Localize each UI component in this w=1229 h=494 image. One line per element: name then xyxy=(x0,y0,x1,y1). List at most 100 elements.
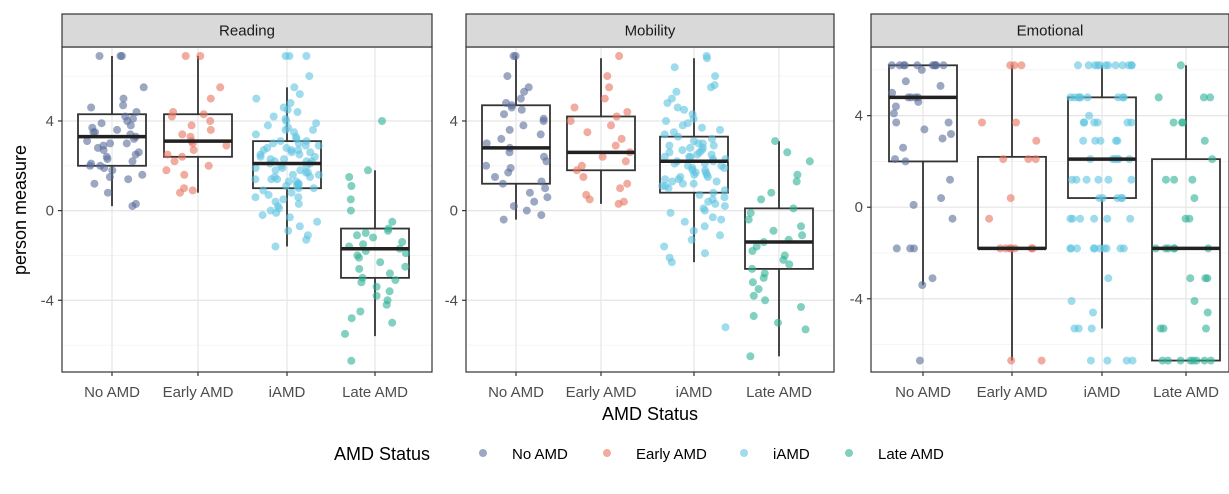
point-mobility-iamd-74 xyxy=(680,217,689,226)
point-mobility-early-amd-7 xyxy=(566,117,575,125)
point-mobility-no-amd-35 xyxy=(499,215,508,224)
point-mobility-no-amd-1 xyxy=(509,52,518,60)
point-reading-early-amd-21 xyxy=(180,170,189,179)
point-reading-no-amd-38 xyxy=(124,175,133,184)
point-mobility-iamd-57 xyxy=(712,177,721,186)
point-emotional-early-amd-8 xyxy=(999,155,1008,164)
point-reading-iamd-55 xyxy=(251,175,260,184)
point-reading-late-amd-23 xyxy=(385,269,394,278)
y-tick-label-emotional: 0 xyxy=(855,199,863,216)
point-reading-iamd-45 xyxy=(278,164,287,172)
point-emotional-iamd-50 xyxy=(1103,214,1112,223)
point-mobility-early-amd-5 xyxy=(623,108,632,116)
point-emotional-iamd-69 xyxy=(1087,324,1096,333)
point-mobility-iamd-76 xyxy=(689,226,698,235)
point-emotional-late-amd-10 xyxy=(1188,175,1197,184)
point-emotional-early-amd-4 xyxy=(1012,118,1020,127)
point-reading-early-amd-24 xyxy=(176,188,184,197)
point-mobility-iamd-52 xyxy=(703,173,712,181)
point-mobility-no-amd-22 xyxy=(482,161,491,170)
point-mobility-late-amd-23 xyxy=(748,278,757,287)
point-reading-iamd-65 xyxy=(259,186,268,195)
point-reading-iamd-71 xyxy=(294,199,303,208)
point-mobility-no-amd-32 xyxy=(509,202,518,211)
point-emotional-late-amd-3 xyxy=(1199,93,1208,102)
point-mobility-iamd-3 xyxy=(711,72,720,81)
point-emotional-iamd-31 xyxy=(1096,136,1105,145)
point-mobility-iamd-64 xyxy=(695,190,704,199)
point-mobility-iamd-56 xyxy=(668,177,677,186)
point-mobility-early-amd-10 xyxy=(617,134,626,143)
point-emotional-iamd-68 xyxy=(1089,308,1097,317)
point-reading-late-amd-35 xyxy=(341,329,349,338)
point-reading-iamd-89 xyxy=(251,193,260,202)
point-reading-iamd-67 xyxy=(264,190,273,199)
x-tick-label-emotional-early-amd: Early AMD xyxy=(977,384,1048,401)
panel-background-reading xyxy=(62,47,432,372)
y-tick-label-reading: 4 xyxy=(46,113,54,130)
point-emotional-early-amd-19 xyxy=(1007,356,1016,365)
point-reading-iamd-14 xyxy=(263,121,272,130)
point-emotional-iamd-49 xyxy=(1113,194,1122,203)
point-mobility-late-amd-30 xyxy=(801,325,810,334)
point-mobility-no-amd-24 xyxy=(504,168,513,177)
point-emotional-late-amd-33 xyxy=(1176,356,1185,365)
point-reading-early-amd-7 xyxy=(206,117,215,125)
x-tick-label-emotional-iamd: iAMD xyxy=(1084,384,1121,401)
point-emotional-no-amd-31 xyxy=(909,200,918,209)
point-reading-early-amd-0 xyxy=(181,52,190,60)
point-reading-iamd-77 xyxy=(285,213,294,222)
point-emotional-early-amd-10 xyxy=(985,214,994,223)
point-emotional-no-amd-3 xyxy=(887,61,896,70)
box-mobility-late-amd xyxy=(744,207,814,270)
point-reading-late-amd-5 xyxy=(346,206,355,215)
box-reading-no-amd xyxy=(77,113,147,167)
point-reading-early-amd-6 xyxy=(167,112,176,121)
legend-key-late-amd xyxy=(845,449,853,457)
point-mobility-early-amd-17 xyxy=(579,173,588,181)
point-reading-no-amd-39 xyxy=(90,179,99,188)
point-mobility-early-amd-1 xyxy=(603,72,612,81)
point-mobility-early-amd-18 xyxy=(623,179,632,188)
point-emotional-no-amd-35 xyxy=(910,244,918,253)
point-mobility-iamd-18 xyxy=(660,130,669,139)
point-emotional-no-amd-29 xyxy=(946,175,954,184)
point-reading-no-amd-11 xyxy=(97,119,106,128)
strip-reading xyxy=(61,13,433,48)
point-mobility-no-amd-21 xyxy=(542,157,551,166)
point-reading-late-amd-8 xyxy=(384,226,392,235)
point-mobility-no-amd-33 xyxy=(522,206,531,215)
x-tick-label-reading-early-amd: Early AMD xyxy=(163,384,234,401)
point-mobility-late-amd-6 xyxy=(757,195,766,204)
point-emotional-late-amd-25 xyxy=(1203,308,1212,317)
point-reading-late-amd-22 xyxy=(355,264,364,273)
point-emotional-no-amd-19 xyxy=(891,102,900,111)
legend-label-late-amd: Late AMD xyxy=(878,446,944,463)
point-mobility-iamd-73 xyxy=(708,213,717,222)
panel-background-emotional xyxy=(871,47,1229,372)
point-mobility-no-amd-13 xyxy=(519,121,528,130)
point-emotional-late-amd-9 xyxy=(1170,175,1179,184)
point-mobility-early-amd-6 xyxy=(612,112,621,121)
point-reading-iamd-75 xyxy=(272,208,281,217)
point-emotional-no-amd-30 xyxy=(937,194,946,203)
x-tick-label-mobility-iamd: iAMD xyxy=(676,384,713,401)
point-mobility-no-amd-10 xyxy=(500,110,508,119)
point-reading-iamd-63 xyxy=(309,184,318,193)
point-reading-late-amd-20 xyxy=(376,258,385,267)
point-emotional-late-amd-0 xyxy=(1176,61,1185,70)
point-reading-iamd-83 xyxy=(271,242,280,251)
point-mobility-late-amd-28 xyxy=(749,312,758,320)
point-mobility-iamd-6 xyxy=(672,87,681,96)
x-tick-label-reading-late-amd: Late AMD xyxy=(342,384,408,401)
point-reading-iamd-76 xyxy=(258,211,267,220)
point-emotional-no-amd-22 xyxy=(892,118,901,127)
point-emotional-iamd-62 xyxy=(1100,244,1109,253)
point-mobility-iamd-69 xyxy=(720,202,729,211)
strip-label-mobility: Mobility xyxy=(625,23,676,40)
point-mobility-late-amd-26 xyxy=(761,296,770,305)
point-mobility-iamd-82 xyxy=(667,258,676,267)
point-reading-no-amd-4 xyxy=(119,94,128,103)
point-mobility-early-amd-9 xyxy=(583,128,592,137)
point-reading-early-amd-1 xyxy=(196,52,205,60)
